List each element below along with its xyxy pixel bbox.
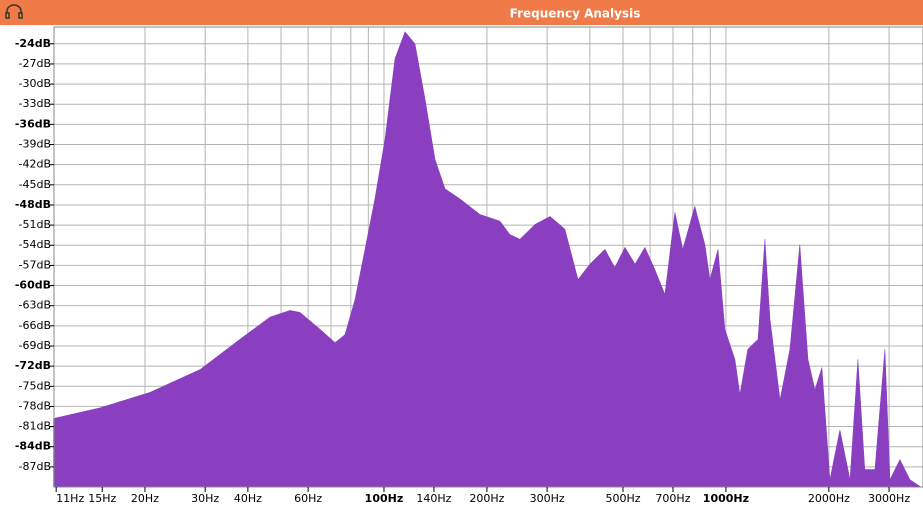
y-tick-label: -30dB (19, 77, 52, 90)
x-tick-label: 700Hz (655, 492, 690, 505)
y-tick-label: -45dB (19, 178, 52, 191)
y-tick-label: -72dB (15, 359, 51, 372)
chart-title: Frequency Analysis (510, 7, 641, 21)
x-tick-label: 100Hz (365, 492, 404, 505)
y-tick-label: -27dB (19, 57, 52, 70)
x-tick-label: 40Hz (234, 492, 262, 505)
y-tick-label: -87dB (19, 460, 52, 473)
spectrum-area (53, 31, 921, 488)
app-icon (5, 4, 23, 19)
title-bar (0, 0, 923, 25)
x-tick-label: 20Hz (131, 492, 159, 505)
y-tick-label: -84dB (15, 440, 51, 453)
x-tick-label: 11Hz (56, 492, 84, 505)
y-tick-label: -81dB (19, 420, 52, 433)
x-tick-label: 140Hz (416, 492, 451, 505)
y-tick-label: -57dB (19, 258, 52, 271)
x-tick-label: 60Hz (294, 492, 322, 505)
y-tick-label: -36dB (15, 117, 51, 130)
y-tick-label: -54dB (19, 238, 52, 251)
y-tick-label: -39dB (19, 138, 52, 151)
y-tick-label: -75dB (19, 379, 52, 392)
y-tick-label: -24dB (15, 37, 51, 50)
y-tick-label: -60dB (15, 279, 51, 292)
x-tick-label: 1000Hz (703, 492, 749, 505)
x-tick-label: 300Hz (530, 492, 565, 505)
x-tick-label: 3000Hz (868, 492, 910, 505)
plot-frame (53, 26, 923, 488)
y-tick-label: -51dB (19, 218, 52, 231)
x-tick-label: 2000Hz (808, 492, 850, 505)
y-tick-label: -69dB (19, 339, 52, 352)
x-tick-label: 30Hz (191, 492, 219, 505)
y-tick-label: -42dB (19, 158, 52, 171)
y-tick-label: -66dB (19, 319, 52, 332)
y-tick-label: -48dB (15, 198, 51, 211)
y-tick-label: -78dB (19, 399, 52, 412)
y-tick-label: -63dB (19, 299, 52, 312)
x-tick-label: 15Hz (88, 492, 116, 505)
x-tick-label: 500Hz (605, 492, 640, 505)
x-tick-label: 200Hz (469, 492, 504, 505)
y-tick-label: -33dB (19, 97, 52, 110)
